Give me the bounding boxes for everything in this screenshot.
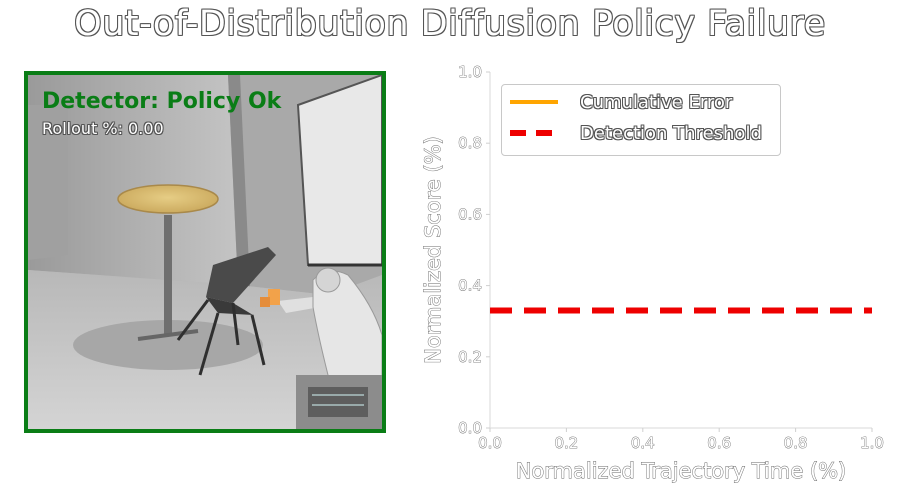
y-tick-label: 1.0 — [458, 63, 482, 81]
robot-camera-frame: Detector: Policy Ok Rollout %: 0.00 — [24, 71, 386, 433]
y-axis-ticks: 0.0 0.2 0.4 0.6 0.8 1.0 — [458, 63, 490, 437]
rollout-percent-text: Rollout %: 0.00 — [42, 119, 164, 138]
legend-label-detection-threshold: Detection Threshold — [580, 122, 762, 144]
legend-item-cumulative-error: Cumulative Error — [510, 90, 732, 114]
y-tick-label: 0.4 — [458, 277, 482, 295]
legend-swatch-cumulative-error — [510, 100, 558, 104]
legend-label-cumulative-error: Cumulative Error — [580, 91, 733, 113]
legend-item-detection-threshold: Detection Threshold — [510, 121, 762, 145]
y-tick-label: 0.0 — [458, 419, 482, 437]
y-axis-label: Normalized Score (%) — [421, 136, 445, 364]
y-tick-label: 0.8 — [458, 134, 482, 152]
x-tick-label: 0.2 — [554, 434, 578, 452]
robot-scene-image — [28, 75, 382, 429]
x-tick-label: 0.0 — [478, 434, 502, 452]
y-tick-label: 0.2 — [458, 348, 482, 366]
y-tick-label: 0.6 — [458, 205, 482, 223]
x-tick-label: 0.4 — [631, 434, 655, 452]
legend-swatch-detection-threshold — [510, 130, 558, 136]
x-axis-label: Normalized Trajectory Time (%) — [516, 459, 847, 483]
figure-title: Out-of-Distribution Diffusion Policy Fai… — [74, 4, 826, 44]
x-tick-label: 1.0 — [860, 434, 884, 452]
x-axis-ticks: 0.0 0.2 0.4 0.6 0.8 1.0 — [478, 428, 884, 452]
x-tick-label: 0.8 — [784, 434, 808, 452]
chart-axes — [489, 72, 872, 429]
chart-legend: Cumulative Error Detection Threshold — [501, 84, 781, 156]
x-tick-label: 0.6 — [707, 434, 731, 452]
detector-status-text: Detector: Policy Ok — [42, 89, 282, 114]
